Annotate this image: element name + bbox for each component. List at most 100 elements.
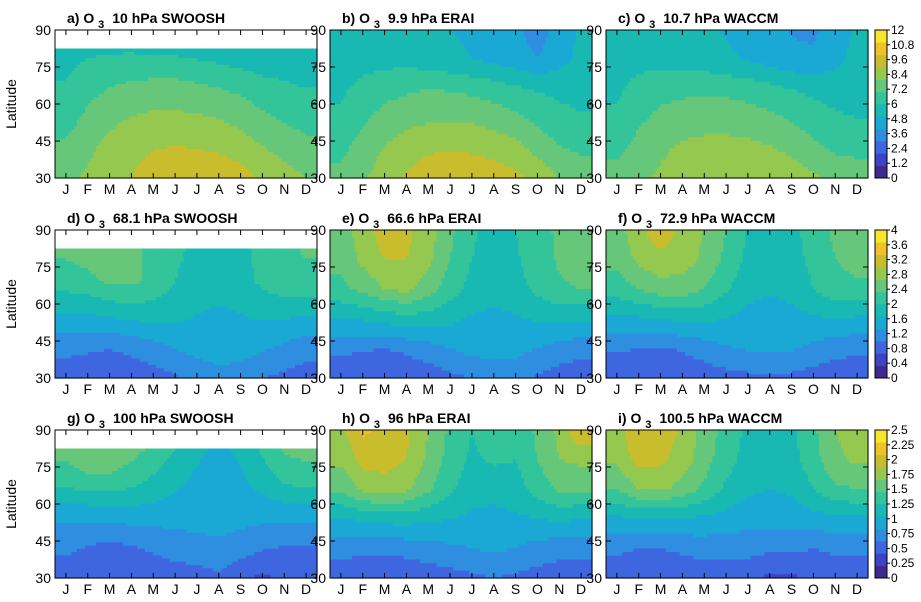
heat-cell bbox=[270, 119, 274, 124]
heat-cell bbox=[172, 93, 176, 98]
heat-cell bbox=[166, 113, 171, 118]
heat-cell bbox=[226, 67, 231, 72]
heat-cell bbox=[306, 51, 310, 56]
heat-cell bbox=[188, 122, 193, 127]
heat-cell bbox=[139, 67, 143, 72]
heat-cell bbox=[115, 58, 119, 63]
heat-cell bbox=[292, 74, 296, 79]
heat-cell bbox=[104, 80, 108, 85]
heat-cell bbox=[262, 103, 266, 108]
heat-cell bbox=[308, 87, 313, 92]
heat-cell bbox=[65, 64, 70, 69]
heat-cell bbox=[251, 110, 255, 114]
heat-cell bbox=[286, 126, 291, 131]
heat-cell bbox=[172, 51, 176, 56]
y-tick-label: 60 bbox=[35, 96, 51, 112]
heat-cell bbox=[265, 74, 269, 79]
heat-cell bbox=[276, 116, 280, 121]
heat-cell bbox=[150, 67, 154, 72]
heat-cell bbox=[286, 97, 291, 101]
heat-cell bbox=[172, 87, 176, 92]
heat-cell bbox=[281, 110, 285, 114]
heat-cell bbox=[235, 90, 239, 95]
heat-cell bbox=[295, 77, 299, 82]
heat-cell bbox=[76, 67, 81, 72]
heat-cell bbox=[194, 84, 198, 88]
heat-cell bbox=[202, 122, 206, 127]
heat-cell bbox=[95, 80, 100, 85]
heat-cell bbox=[166, 67, 171, 72]
heat-cell bbox=[115, 80, 119, 85]
heat-cell bbox=[306, 80, 310, 85]
heat-cell bbox=[90, 90, 94, 95]
heat-cell bbox=[164, 84, 168, 88]
heat-cell bbox=[207, 93, 212, 98]
heat-cell bbox=[65, 116, 70, 121]
heat-cell bbox=[63, 110, 67, 114]
heat-cell bbox=[147, 93, 152, 98]
heat-cell bbox=[194, 71, 198, 75]
heat-cell bbox=[106, 90, 111, 95]
heat-cell bbox=[308, 67, 313, 72]
heat-cell bbox=[226, 122, 231, 127]
heat-cell bbox=[68, 119, 72, 124]
heat-cell bbox=[314, 67, 318, 72]
heat-cell bbox=[210, 48, 214, 53]
heat-cell bbox=[109, 116, 113, 121]
heat-cell bbox=[254, 80, 258, 85]
heat-cell bbox=[300, 77, 304, 82]
heat-cell bbox=[300, 67, 304, 72]
heat-cell bbox=[224, 116, 228, 121]
heat-cell bbox=[191, 126, 195, 131]
heat-cell bbox=[210, 51, 214, 56]
heat-cell bbox=[297, 64, 302, 69]
heat-cell bbox=[199, 67, 203, 72]
heat-cell bbox=[175, 93, 179, 98]
heat-cell bbox=[246, 74, 250, 79]
heat-cell bbox=[87, 126, 92, 131]
heat-cell bbox=[164, 48, 168, 53]
heat-cell bbox=[79, 113, 83, 118]
heat-cell bbox=[210, 119, 214, 124]
heat-cell bbox=[205, 93, 209, 98]
heat-cell bbox=[235, 103, 239, 108]
heat-cell bbox=[55, 51, 59, 56]
y-tick-label: 90 bbox=[35, 22, 51, 38]
heat-cell bbox=[229, 77, 233, 82]
heat-cell bbox=[93, 71, 97, 75]
heat-cell bbox=[57, 61, 62, 66]
heat-cell bbox=[134, 54, 138, 59]
heat-cell bbox=[240, 103, 244, 108]
heat-cell bbox=[259, 113, 264, 118]
heat-cell bbox=[123, 77, 127, 82]
heat-cell bbox=[117, 74, 122, 79]
heat-cell bbox=[95, 106, 100, 111]
heat-cell bbox=[232, 61, 236, 66]
heat-cell bbox=[166, 61, 171, 66]
heat-cell bbox=[237, 106, 242, 111]
heat-cell bbox=[292, 80, 296, 85]
heat-cell bbox=[87, 90, 92, 95]
heat-cell bbox=[300, 103, 304, 108]
heat-cell bbox=[161, 122, 165, 127]
heat-cell bbox=[63, 116, 67, 121]
heat-cell bbox=[221, 100, 225, 105]
heat-cell bbox=[199, 116, 203, 121]
heat-cell bbox=[243, 51, 247, 56]
heat-cell bbox=[101, 84, 105, 88]
heat-cell bbox=[240, 51, 244, 56]
heat-cell bbox=[202, 110, 206, 114]
heat-cell bbox=[95, 71, 100, 75]
heat-cell bbox=[147, 87, 152, 92]
heat-cell bbox=[303, 67, 307, 72]
heat-cell bbox=[292, 61, 296, 66]
heat-cell bbox=[115, 87, 119, 92]
heat-cell bbox=[188, 87, 193, 92]
heat-cell bbox=[246, 113, 250, 118]
heat-cell bbox=[153, 113, 157, 118]
heat-cell bbox=[134, 71, 138, 75]
heat-cell bbox=[145, 93, 149, 98]
heat-cell bbox=[248, 84, 253, 88]
heat-cell bbox=[273, 64, 277, 69]
heat-cell bbox=[131, 54, 135, 59]
